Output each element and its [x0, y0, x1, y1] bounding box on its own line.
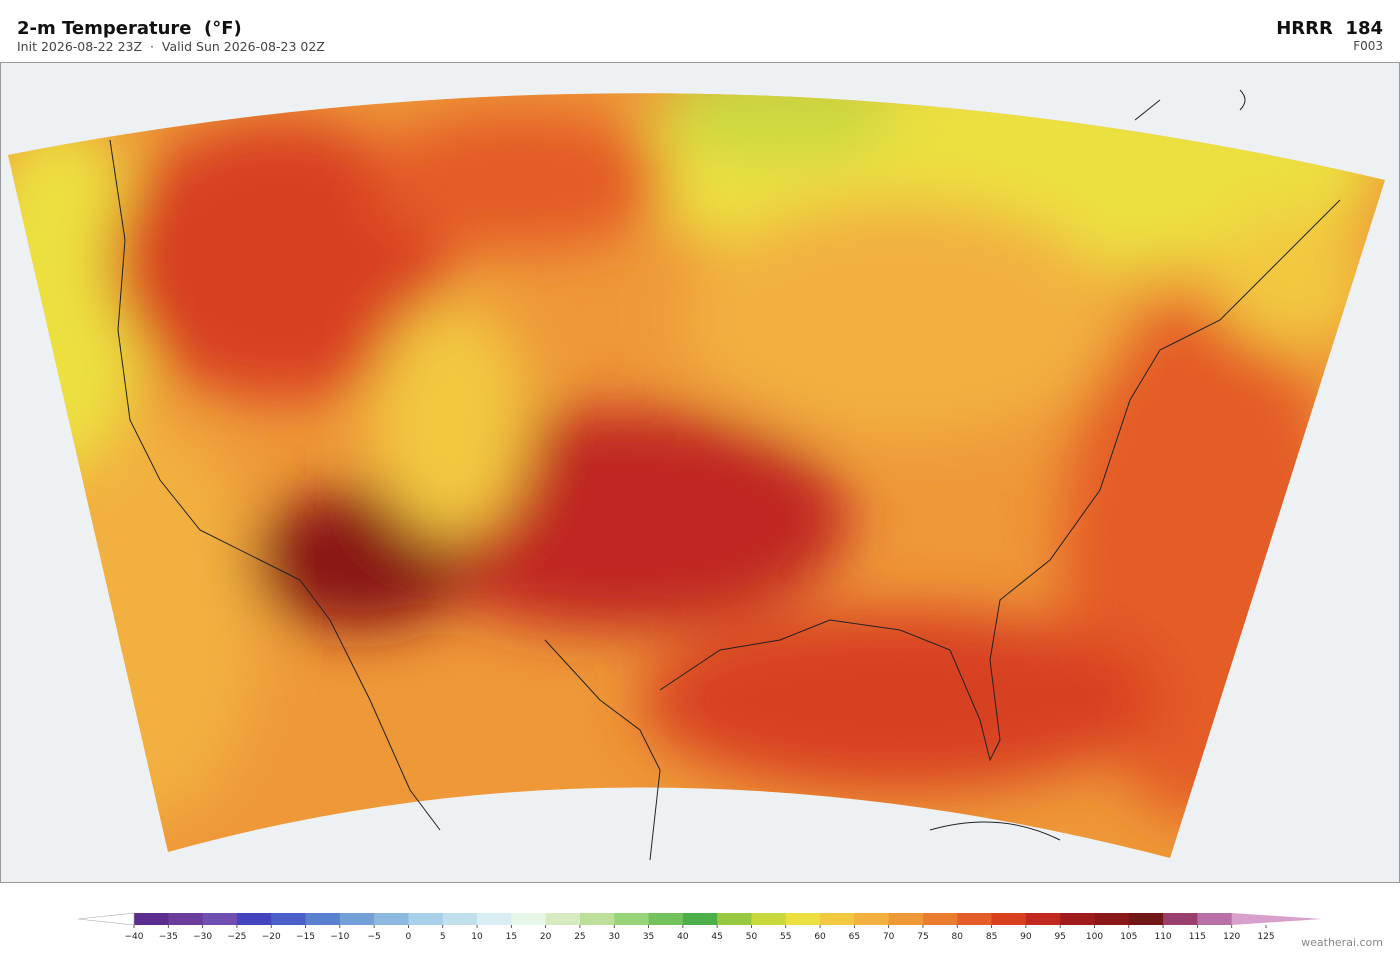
colorbar-swatch [374, 913, 409, 925]
temperature-field [8, 93, 1385, 858]
colorbar-tick-label: 35 [643, 932, 654, 942]
colorbar-swatch [1128, 913, 1164, 925]
colorbar-tick-label: 40 [677, 932, 689, 942]
colorbar-swatch [854, 913, 890, 925]
colorbar-tick-label: 100 [1086, 932, 1103, 942]
colorbar-tick-label: 0 [406, 932, 412, 942]
model-label: HRRR 184 [1276, 18, 1383, 39]
colorbar-swatch [202, 913, 238, 925]
colorbar-swatch [511, 913, 547, 925]
watermark: weatherai.com [1301, 936, 1383, 949]
colorbar-swatch [682, 913, 718, 925]
colorbar-tick-label: −35 [159, 932, 178, 942]
colorbar-swatch [888, 913, 924, 925]
colorbar-tick-label: 50 [746, 932, 758, 942]
colorbar-tick-label: 25 [574, 932, 585, 942]
colorbar-tick-label: 15 [506, 932, 517, 942]
colorbar-tick-label: 65 [849, 932, 860, 942]
colorbar-swatch [614, 913, 650, 925]
colorbar-tick-label: 75 [917, 932, 928, 942]
colorbar-tick-label: 125 [1257, 932, 1274, 942]
colorbar-over [1231, 913, 1322, 925]
colorbar-swatch [236, 913, 272, 925]
colorbar-swatch [1025, 913, 1061, 925]
colorbar-swatch [477, 913, 512, 925]
colorbar-swatch [545, 913, 581, 925]
colorbar-tick-label: −40 [125, 932, 144, 942]
colorbar-tick-label: 85 [986, 932, 997, 942]
colorbar-swatch [648, 913, 684, 925]
colorbar-tick-label: 95 [1054, 932, 1065, 942]
colorbar-tick-label: 10 [471, 932, 483, 942]
colorbar-swatch [408, 913, 444, 925]
colorbar-tick-label: 70 [883, 932, 895, 942]
colorbar-swatch [339, 913, 375, 925]
colorbar-tick-label: 115 [1189, 932, 1206, 942]
colorbar-tick-label: 110 [1154, 932, 1171, 942]
colorbar-swatch [271, 913, 307, 925]
colorbar-swatch [579, 913, 615, 925]
colorbar-tick-label: −30 [193, 932, 212, 942]
colorbar-swatch [717, 913, 752, 925]
colorbar-swatch [957, 913, 993, 925]
colorbar-tick-label: 30 [609, 932, 621, 942]
colorbar-swatch [922, 913, 958, 925]
colorbar-tick-label: −10 [330, 932, 349, 942]
colorbar-swatch [1163, 913, 1198, 925]
colorbar-tick-label: 105 [1120, 932, 1137, 942]
colorbar-tick-label: −5 [367, 932, 380, 942]
colorbar-tick-label: −15 [296, 932, 315, 942]
colorbar-tick-label: 20 [540, 932, 552, 942]
colorbar-tick-label: −20 [262, 932, 281, 942]
colorbar-swatch [1197, 913, 1233, 925]
colorbar-swatch [785, 913, 821, 925]
colorbar-swatch [134, 913, 169, 925]
colorbar-tick-label: 55 [780, 932, 791, 942]
forecast-hour: F003 [1353, 39, 1383, 53]
colorbar-tick-label: 120 [1223, 932, 1240, 942]
colorbar-tick-label: 5 [440, 932, 446, 942]
colorbar-swatch [991, 913, 1027, 925]
colorbar-tick-label: 60 [814, 932, 826, 942]
coastlines [109, 89, 1341, 861]
colorbar-tick-label: 90 [1020, 932, 1032, 942]
colorbar-swatch [1094, 913, 1130, 925]
colorbar-swatch [305, 913, 341, 925]
title: 2-m Temperature (°F) [17, 18, 242, 39]
colorbar: −40 −35 −30 −25 −20 −15 −10 −5 0 5 10 15 20 25 30 35 40 4… [77, 912, 1322, 942]
colorbar-under [77, 912, 135, 926]
colorbar-tick-label: −25 [227, 932, 246, 942]
subtitle: Init 2026-08-22 23Z · Valid Sun 2026-08-… [17, 39, 325, 54]
colorbar-swatch [820, 913, 855, 925]
colorbar-swatch [751, 913, 787, 925]
colorbar-tick-label: 80 [952, 932, 964, 942]
colorbar-tick-label: 45 [711, 932, 722, 942]
colorbar-swatch [1060, 913, 1095, 925]
colorbar-swatch [168, 913, 204, 925]
colorbar-swatch [442, 913, 478, 925]
